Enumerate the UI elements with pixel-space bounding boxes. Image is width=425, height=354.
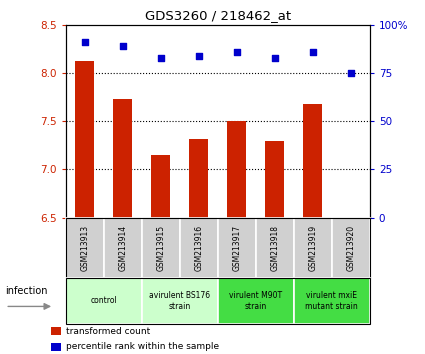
- Bar: [142, 218, 180, 278]
- Point: [82, 39, 88, 45]
- Point: [119, 43, 126, 49]
- Bar: [66, 218, 104, 278]
- Point: [309, 49, 316, 55]
- Point: [233, 49, 240, 55]
- Text: GSM213920: GSM213920: [346, 225, 355, 271]
- Bar: [218, 278, 294, 324]
- Text: percentile rank within the sample: percentile rank within the sample: [66, 342, 219, 351]
- Point: [347, 70, 354, 76]
- Bar: [51, 327, 61, 335]
- Bar: [294, 218, 332, 278]
- Bar: [294, 278, 370, 324]
- Text: GSM213914: GSM213914: [118, 225, 127, 271]
- Text: avirulent BS176
strain: avirulent BS176 strain: [149, 291, 210, 310]
- Title: GDS3260 / 218462_at: GDS3260 / 218462_at: [145, 9, 291, 22]
- Bar: [51, 343, 61, 351]
- Text: GSM213917: GSM213917: [232, 225, 241, 271]
- Text: transformed count: transformed count: [66, 327, 150, 336]
- Text: control: control: [91, 296, 117, 306]
- Bar: [151, 155, 170, 218]
- Text: GSM213913: GSM213913: [80, 225, 89, 271]
- Bar: [104, 218, 142, 278]
- Text: GSM213919: GSM213919: [308, 225, 317, 271]
- Bar: [180, 218, 218, 278]
- Bar: [142, 278, 218, 324]
- Bar: [227, 121, 246, 218]
- Bar: [75, 62, 94, 218]
- Text: virulent M90T
strain: virulent M90T strain: [229, 291, 282, 310]
- Bar: [113, 99, 132, 218]
- Bar: [303, 104, 322, 218]
- Bar: [332, 218, 370, 278]
- Point: [272, 55, 278, 61]
- Point: [196, 53, 202, 58]
- Bar: [66, 278, 142, 324]
- Bar: [256, 218, 294, 278]
- Bar: [189, 139, 208, 218]
- Bar: [218, 218, 256, 278]
- Text: virulent mxiE
mutant strain: virulent mxiE mutant strain: [306, 291, 358, 310]
- Text: GSM213916: GSM213916: [194, 225, 203, 271]
- Text: GSM213918: GSM213918: [270, 225, 279, 271]
- Bar: [265, 141, 284, 218]
- Text: GSM213915: GSM213915: [156, 225, 165, 271]
- Point: [157, 55, 164, 61]
- Text: infection: infection: [5, 286, 48, 296]
